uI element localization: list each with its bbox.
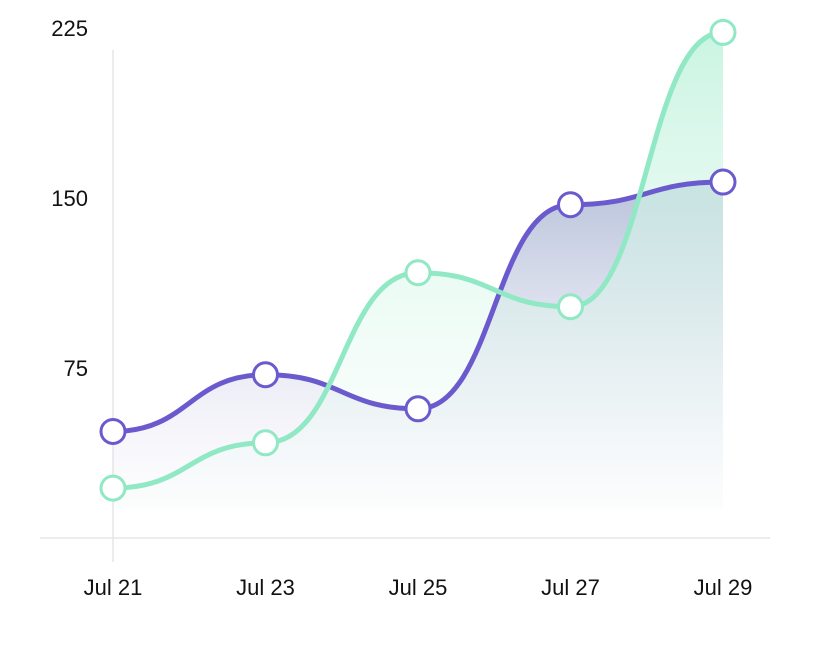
series-purple-point[interactable] <box>252 361 279 389</box>
series-points <box>99 18 737 502</box>
x-tick-label: Jul 27 <box>541 575 600 600</box>
series-green-point[interactable] <box>99 474 127 502</box>
series-green-point[interactable] <box>557 293 584 321</box>
series-purple-point[interactable] <box>557 191 584 219</box>
series-areas <box>113 32 723 509</box>
y-tick-label: 75 <box>64 356 88 381</box>
series-purple-point[interactable] <box>404 395 432 423</box>
y-tick-label: 225 <box>51 16 88 41</box>
series-green-point[interactable] <box>404 259 432 287</box>
y-tick-label: 150 <box>51 186 88 211</box>
x-tick-label: Jul 25 <box>389 575 448 600</box>
series-purple-point[interactable] <box>709 168 737 196</box>
series-green-point[interactable] <box>252 429 279 457</box>
y-axis-ticks: 225 150 75 <box>51 16 88 381</box>
x-tick-label: Jul 23 <box>236 575 295 600</box>
series-green-area <box>113 32 723 508</box>
x-tick-label: Jul 29 <box>694 575 753 600</box>
x-axis-ticks: Jul 21 Jul 23 Jul 25 Jul 27 Jul 29 <box>84 575 753 600</box>
series-purple-point[interactable] <box>99 417 127 445</box>
series-green-point[interactable] <box>709 18 737 46</box>
x-tick-label: Jul 21 <box>84 575 143 600</box>
